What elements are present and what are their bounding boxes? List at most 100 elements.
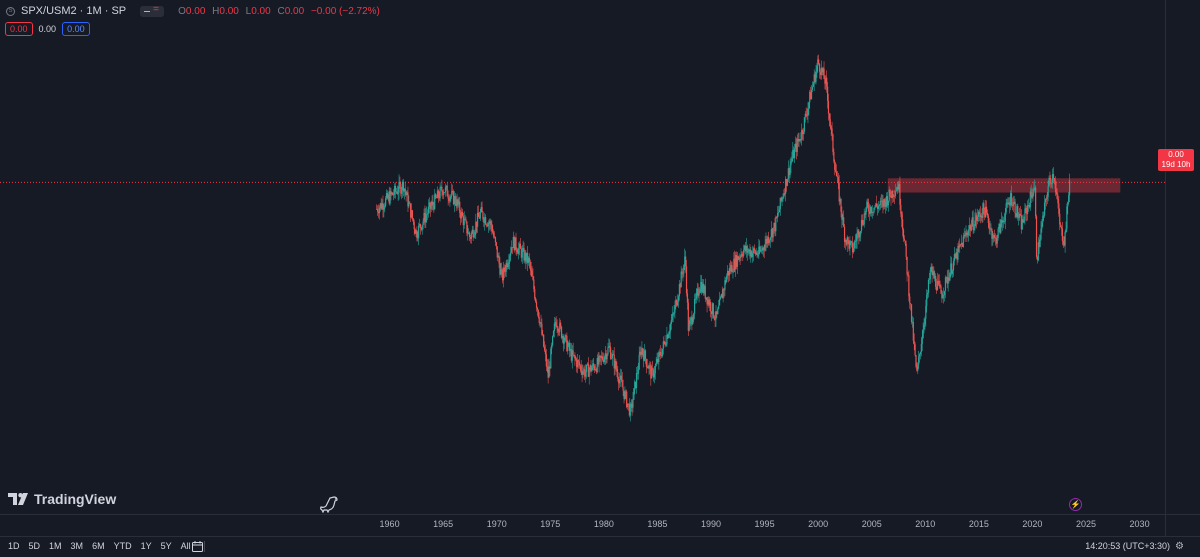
candle [743, 244, 745, 258]
candle [482, 211, 484, 222]
candle [409, 201, 411, 204]
candle [695, 288, 697, 304]
candle [460, 207, 463, 223]
candle [998, 222, 1000, 233]
candle [904, 240, 906, 246]
candle [701, 275, 703, 295]
candle [963, 228, 965, 239]
candle [653, 366, 655, 384]
candle [395, 188, 397, 194]
chart-pane[interactable]: S SPX/USM2 · 1M · SP O0.00 H0.00 L0.00 C… [0, 0, 1165, 514]
buy-button[interactable]: 0.00 [62, 22, 90, 36]
timeframe-5d[interactable]: 5D [28, 541, 41, 551]
candle [931, 263, 933, 283]
candle [715, 305, 717, 327]
resistance-zone[interactable] [887, 178, 1121, 193]
timeframe-1y[interactable]: 1Y [140, 541, 152, 551]
candle [804, 111, 806, 123]
clock-timezone[interactable]: 14:20:53 (UTC+3:30) [1085, 541, 1170, 551]
settings-gear-icon[interactable]: ⚙ [1175, 541, 1184, 552]
candle [760, 245, 763, 254]
timeframe-1d[interactable]: 1D [8, 541, 20, 551]
candle [993, 229, 996, 242]
candle [976, 212, 978, 229]
candle [902, 211, 904, 237]
candle [450, 194, 452, 203]
candle [909, 293, 911, 309]
candle [1052, 168, 1054, 189]
sell-button[interactable]: 0.00 [5, 22, 33, 36]
candle [961, 242, 964, 248]
candle [627, 403, 630, 411]
candle [783, 189, 785, 200]
candle [794, 136, 797, 152]
legend-collapse-toggle[interactable] [140, 4, 165, 17]
candle [769, 236, 772, 248]
timeframe-1m[interactable]: 1M [49, 541, 62, 551]
candle [689, 317, 691, 330]
candle [401, 186, 403, 200]
dinosaur-icon[interactable] [320, 495, 340, 513]
candle [699, 286, 701, 294]
timeframe-6m[interactable]: 6M [92, 541, 105, 551]
candle [985, 200, 988, 216]
price-chart[interactable] [0, 0, 1165, 514]
candle [1045, 194, 1047, 207]
candle [602, 352, 604, 362]
candle [912, 317, 914, 344]
candle [863, 208, 865, 228]
candle [487, 220, 489, 233]
candle [892, 189, 894, 204]
candle [672, 312, 674, 323]
candle [725, 277, 727, 285]
candle [483, 217, 485, 228]
price-axis[interactable] [1165, 0, 1200, 514]
timeframe-ytd[interactable]: YTD [113, 541, 132, 551]
candle [914, 342, 916, 357]
axis-corner [1165, 514, 1200, 536]
candle [518, 242, 520, 260]
tradingview-logo[interactable]: TradingView [8, 491, 116, 507]
candle [446, 182, 448, 197]
timeframe-all[interactable]: All [180, 541, 191, 551]
candle [710, 299, 712, 318]
symbol-title[interactable]: SPX/USM2 · 1M · SP [21, 5, 127, 17]
candle [619, 368, 622, 387]
lightning-icon[interactable]: ⚡ [1069, 498, 1082, 511]
candle [420, 226, 422, 232]
candle [690, 315, 692, 327]
candle [916, 362, 918, 372]
candle [663, 340, 665, 345]
candle [880, 194, 882, 209]
candle [568, 341, 570, 348]
candle [890, 191, 892, 206]
candle [829, 113, 831, 130]
timeframe-3m[interactable]: 3M [70, 541, 84, 551]
candle [830, 124, 832, 137]
candle [551, 342, 553, 355]
candle [634, 379, 636, 395]
candle [541, 318, 543, 336]
candle [646, 358, 648, 369]
candle [443, 192, 446, 194]
candle [952, 258, 955, 277]
time-axis[interactable]: 1960 1965 1970 1975 1980 1985 1990 1995 2000 2005… [0, 514, 1165, 536]
candle [458, 196, 460, 208]
candle [777, 206, 779, 223]
tradingview-brand-text: TradingView [34, 491, 117, 507]
candle [384, 202, 386, 213]
candle [960, 243, 962, 247]
candle [930, 263, 932, 273]
candle [489, 218, 491, 230]
calendar-icon[interactable] [191, 540, 204, 553]
candle [604, 346, 606, 365]
timeframe-5y[interactable]: 5Y [160, 541, 172, 551]
candle [1039, 234, 1041, 248]
candle [721, 286, 723, 299]
candle [478, 211, 480, 220]
candle [706, 297, 708, 313]
candle [870, 206, 872, 217]
candle [602, 352, 605, 364]
candle [700, 274, 702, 293]
candle [868, 203, 871, 221]
